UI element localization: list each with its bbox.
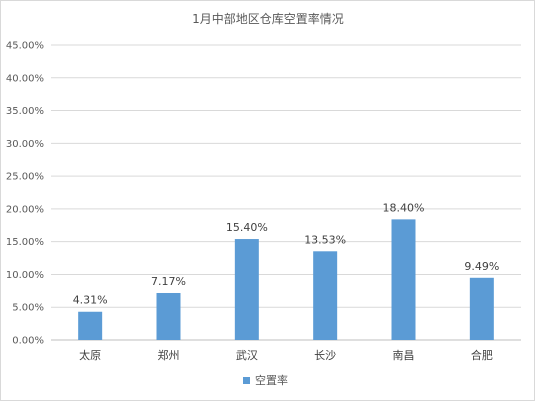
bar xyxy=(234,239,259,340)
gridlines xyxy=(51,44,521,308)
data-labels: 4.31% 7.17% 15.40% 13.53% 18.40% 9.49% xyxy=(73,201,500,306)
y-tick-label: 0.00% xyxy=(12,336,44,347)
bar xyxy=(156,292,181,340)
x-tick-label: 长沙 xyxy=(314,349,336,362)
x-tick-label: 南昌 xyxy=(393,349,415,362)
y-tick-label: 5.00% xyxy=(12,303,44,314)
data-label: 15.40% xyxy=(226,221,268,234)
x-tick-label: 合肥 xyxy=(471,348,493,362)
y-tick-label: 45.00% xyxy=(6,41,44,52)
bar xyxy=(313,251,338,340)
y-tick-label: 20.00% xyxy=(6,204,44,215)
data-label: 9.49% xyxy=(464,260,499,273)
data-label: 13.53% xyxy=(304,233,346,246)
y-tick-label: 35.00% xyxy=(6,106,44,117)
legend-label: 空置率 xyxy=(255,373,288,387)
y-tick-label: 10.00% xyxy=(6,270,44,281)
x-axis-categories: 太原 郑州 武汉 长沙 南昌 合肥 xyxy=(79,348,493,362)
bar xyxy=(391,219,416,340)
y-tick-label: 40.00% xyxy=(6,73,44,84)
y-tick-label: 30.00% xyxy=(6,139,44,150)
chart-title: 1月中部地区仓库空置率情况 xyxy=(192,11,344,26)
x-tick-label: 太原 xyxy=(79,349,101,362)
x-tick-label: 武汉 xyxy=(236,349,258,362)
y-tick-label: 25.00% xyxy=(6,172,44,183)
data-label: 7.17% xyxy=(151,275,186,288)
data-label: 4.31% xyxy=(73,294,108,307)
x-tick-label: 郑州 xyxy=(158,348,180,362)
legend: 空置率 xyxy=(243,373,288,387)
y-axis-ticks: 0.00% 5.00% 10.00% 15.00% 20.00% 25.00% 30.00%… xyxy=(6,41,44,347)
bar xyxy=(78,311,103,340)
bars xyxy=(78,219,494,340)
data-label: 18.40% xyxy=(383,201,425,214)
y-tick-label: 15.00% xyxy=(6,237,44,248)
legend-swatch xyxy=(243,377,250,384)
bar xyxy=(469,277,494,340)
